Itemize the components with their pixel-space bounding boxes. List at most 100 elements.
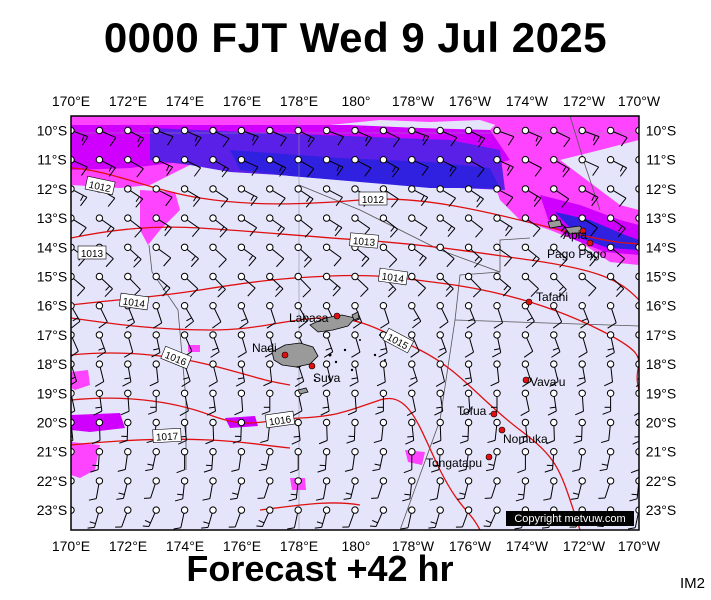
wind-barb	[492, 331, 502, 358]
wind-barb	[493, 302, 504, 329]
wind-barb	[179, 389, 189, 416]
wind-barb	[237, 331, 247, 358]
wind-barb	[318, 418, 331, 445]
wind-barb	[145, 448, 160, 472]
lon-label: 178°E	[280, 538, 318, 554]
copyright-badge: Copyright metvuw.com	[506, 511, 634, 526]
wind-barb	[258, 448, 274, 472]
wind-barb	[205, 418, 217, 445]
wind-barb	[490, 360, 501, 387]
wind-barb	[143, 477, 160, 499]
lat-label: 10°S	[37, 123, 68, 139]
lat-label: 13°S	[646, 210, 677, 226]
wind-barb	[180, 126, 202, 147]
samoa-savaii	[547, 219, 563, 229]
wind-barb	[606, 302, 617, 329]
wind-barb	[521, 331, 534, 358]
lat-label: 19°S	[646, 385, 677, 401]
wind-barb	[235, 360, 246, 387]
wind-barb	[578, 214, 598, 237]
wind-barb	[521, 185, 542, 207]
wind-barb	[464, 302, 476, 329]
wind-barb	[428, 506, 444, 529]
wind-barb	[256, 506, 274, 528]
lat-label: 15°S	[37, 269, 68, 285]
wind-barb	[257, 477, 274, 499]
isobar-label: 1014	[122, 296, 146, 310]
wind-barb	[550, 243, 568, 268]
wind-barb	[464, 331, 475, 358]
wind-barb	[379, 302, 390, 329]
wind-barb	[436, 272, 454, 298]
wind-barb	[95, 156, 116, 177]
image-code: IM2	[680, 575, 706, 592]
wind-barb	[266, 243, 285, 268]
wind-barb	[400, 506, 416, 530]
wind-barb	[455, 506, 473, 528]
wind-barb	[372, 448, 388, 472]
wind-barb	[287, 506, 302, 530]
wind-barb	[209, 214, 228, 238]
wind-barb	[294, 302, 308, 329]
lat-label: 16°S	[37, 298, 68, 314]
wind-barb	[152, 302, 163, 329]
wind-barb	[351, 331, 361, 358]
wind-barb	[379, 243, 398, 268]
wind-barb	[322, 185, 343, 207]
wind-barb	[459, 418, 473, 444]
wind-barb	[521, 272, 539, 298]
wind-barb	[578, 243, 598, 267]
lon-label: 176°E	[223, 538, 261, 554]
wind-barb	[142, 506, 160, 528]
wind-barb	[605, 331, 615, 358]
wind-barb	[578, 126, 600, 146]
wind-barb	[484, 477, 501, 499]
wind-barb	[266, 156, 287, 177]
wind-barb	[320, 389, 331, 416]
wind-barb	[379, 126, 400, 148]
wind-barb	[229, 477, 246, 500]
lat-label: 12°S	[37, 181, 68, 197]
wind-barb	[464, 243, 483, 268]
wind-barb	[117, 448, 132, 472]
wind-barb	[152, 272, 171, 297]
wind-barb	[351, 126, 372, 147]
lat-label: 17°S	[646, 327, 677, 343]
wind-barb	[429, 477, 444, 501]
wind-barb	[124, 214, 143, 238]
wind-barb	[206, 389, 217, 416]
wind-barb	[124, 185, 144, 208]
kadavu	[297, 387, 309, 395]
wind-barb	[351, 156, 372, 177]
wind-barb	[294, 156, 315, 178]
wind-barb	[288, 477, 302, 502]
wind-barb	[322, 214, 343, 237]
wind-barb	[314, 506, 331, 529]
wind-barb	[152, 214, 172, 237]
wind-barb	[124, 243, 142, 268]
wind-barb	[294, 185, 314, 208]
wind-barb	[237, 272, 256, 297]
lat-label: 10°S	[646, 123, 677, 139]
wind-barb	[436, 185, 457, 207]
town-markers	[281, 227, 594, 461]
wind-barb	[550, 156, 570, 178]
wind-barb	[95, 214, 115, 238]
lon-label: 180°	[342, 93, 371, 109]
isobar-label: 1013	[352, 236, 376, 249]
wind-barb	[151, 331, 161, 358]
wind-barb	[550, 185, 570, 208]
wind-barb	[95, 126, 117, 147]
wind-barb	[266, 185, 286, 207]
wind-barb	[180, 331, 193, 358]
lon-label: 172°E	[109, 93, 147, 109]
wind-barb	[264, 331, 275, 358]
wind-barb	[261, 389, 274, 415]
wind-barb	[518, 418, 530, 445]
wind-barb	[432, 418, 444, 445]
town-labels: Labasa Nadi Suva Apia Pago Pago Tafahi V…	[252, 228, 607, 470]
wind-barb	[606, 185, 627, 207]
wind-barb	[521, 126, 543, 147]
wind-barb	[493, 214, 513, 237]
wind-barb	[180, 243, 199, 268]
